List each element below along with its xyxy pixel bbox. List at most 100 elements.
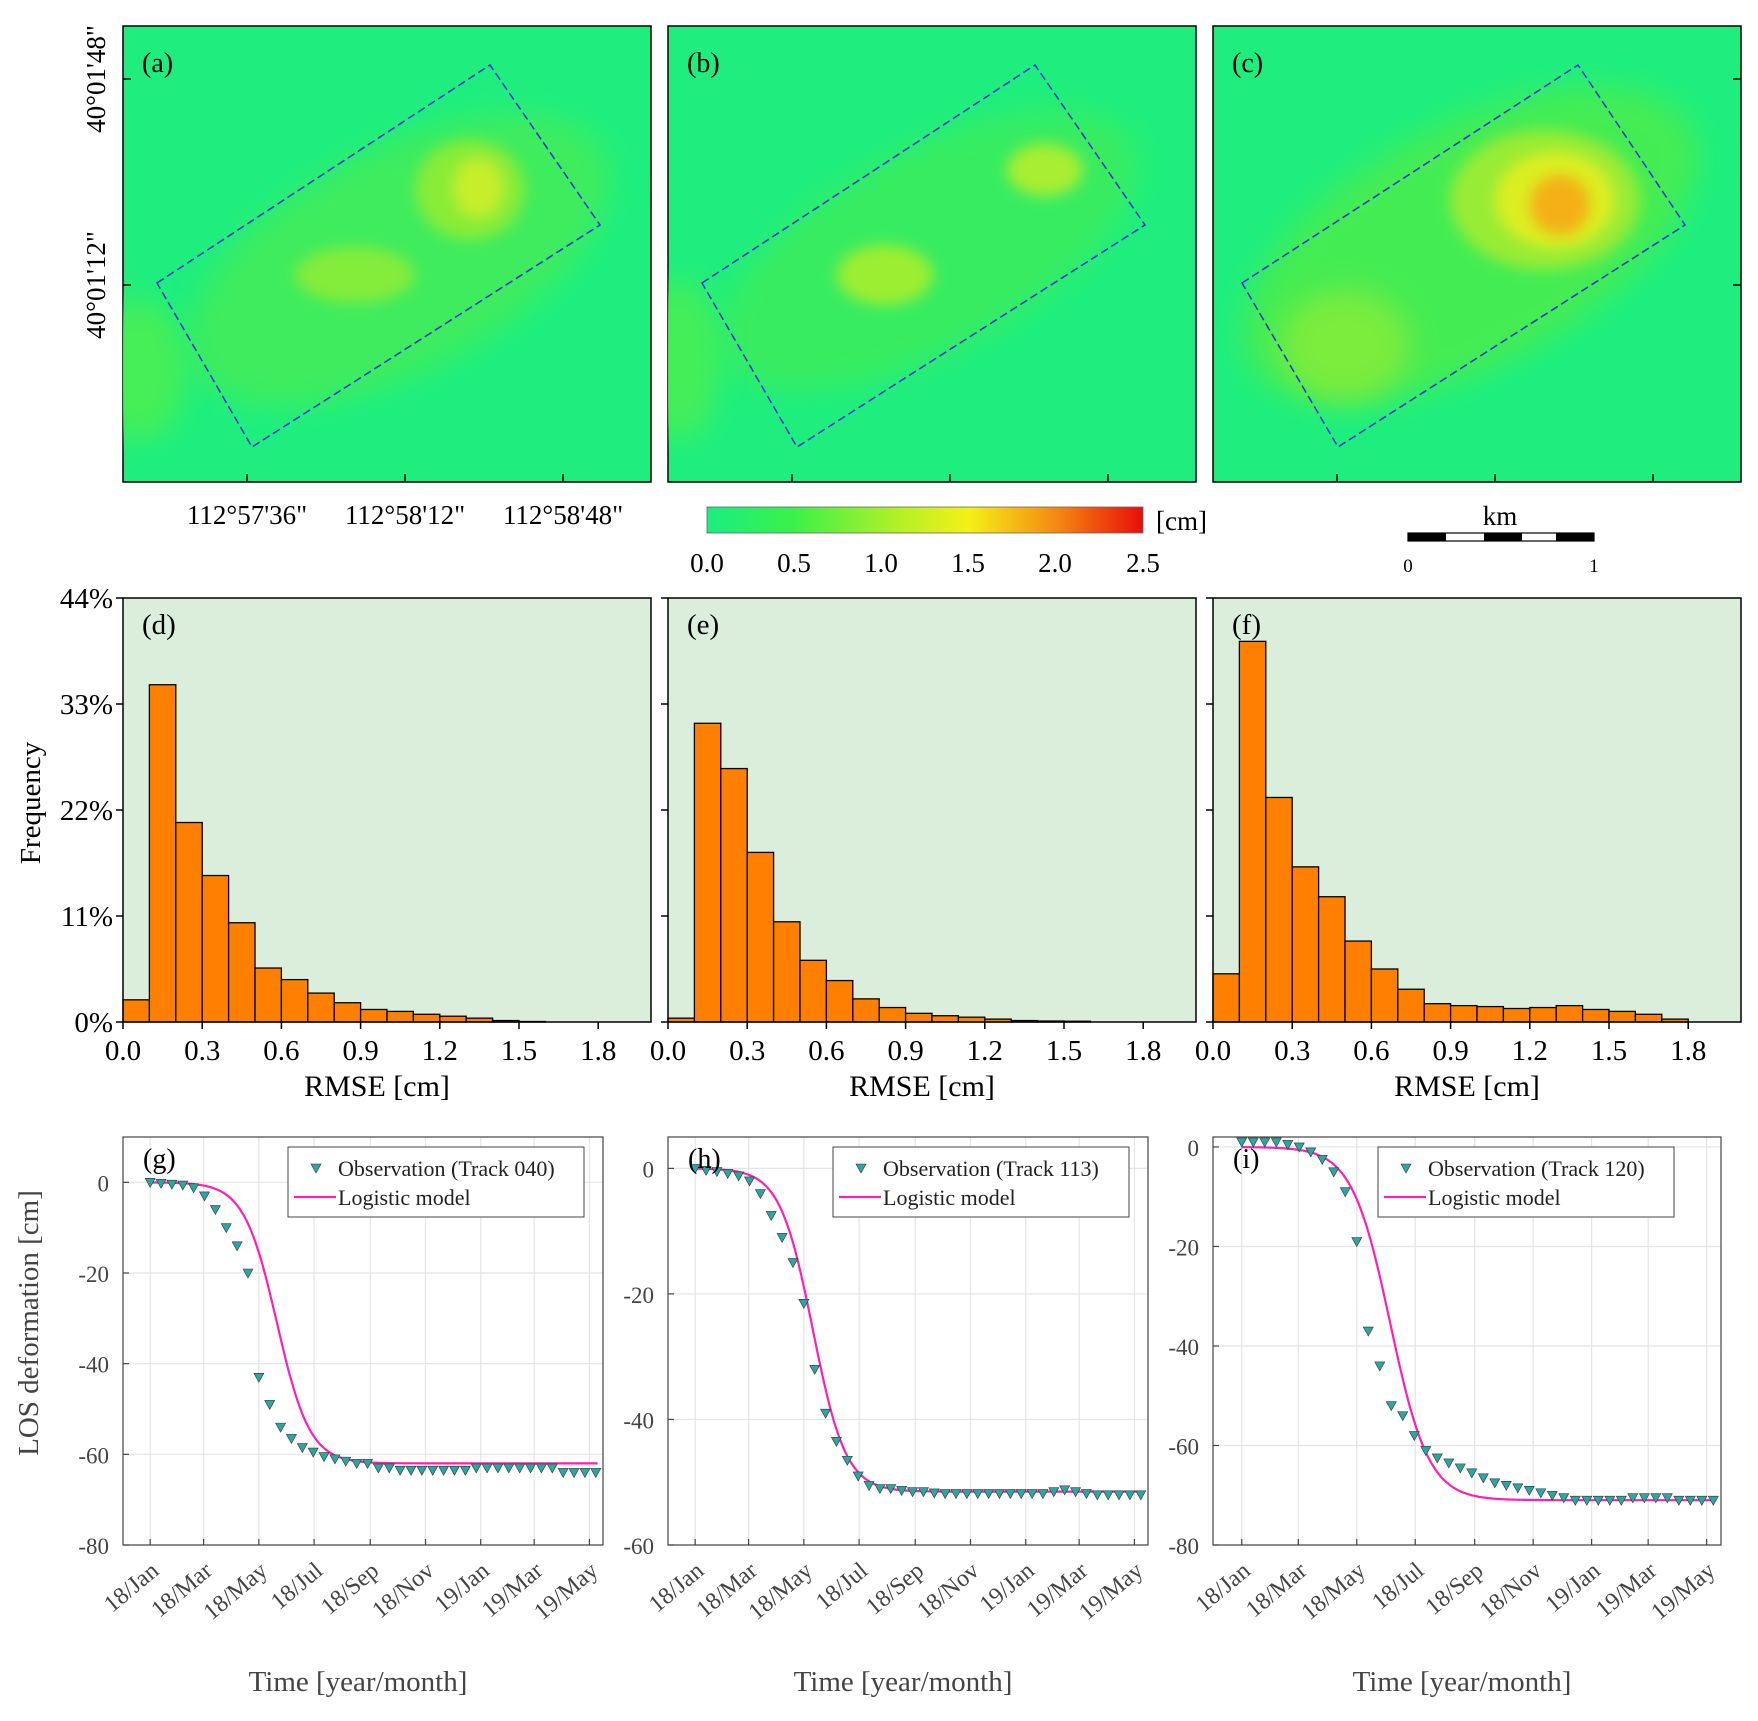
observation-marker [972,1489,984,1500]
observation-marker [459,1465,471,1476]
observation-marker [557,1468,569,1479]
histogram-bar [1238,640,1267,1023]
histogram-bar [1317,896,1346,1023]
histogram-bar [1344,940,1373,1023]
histogram-bar [280,978,309,1023]
x-tick-label: 0.3 [729,1035,765,1067]
histogram-bar [1449,1004,1478,1023]
panel-label: (c) [1232,48,1263,79]
observation-marker [209,1205,221,1216]
observation-marker [1124,1490,1136,1501]
observation-marker [1489,1478,1501,1489]
y-tick-label: -20 [1168,1235,1199,1260]
colorbar-tick-label: 2.0 [1038,548,1072,578]
scale-bar-tick-label: 1 [1589,556,1599,577]
observation-marker [1059,1485,1071,1496]
observation-marker [1661,1493,1673,1504]
histogram-bar [201,874,230,1023]
timeseries-panel-h: 0-20-40-6018/Jan18/Mar18/May18/Jul18/Sep… [623,1136,1149,1698]
observation-marker [362,1459,374,1470]
observation-marker [1569,1495,1581,1506]
panel-label: (a) [142,48,173,79]
histogram-panel-e: 0.0 0.3 0.6 0.9 1.2 1.5 1.8 RMSE [cm] (e) [650,597,1197,1103]
x-tick-label: 1.8 [1125,1035,1161,1067]
observation-marker [1535,1488,1547,1499]
y-tick-label: 0% [74,1007,113,1039]
x-tick-label: 0.6 [808,1035,844,1067]
observation-marker [722,1169,734,1180]
observation-marker [1581,1495,1593,1506]
observation-marker [394,1465,406,1476]
lon-tick-label: 112°58'48" [503,500,623,530]
colorbar-tick-label: 0.0 [690,548,724,578]
observation-marker [1048,1487,1060,1498]
scale-bar-tick-label: 0 [1403,556,1413,577]
panel-label: (i) [1233,1144,1259,1175]
x-tick-label: 18/May [744,1558,818,1626]
observation-marker [1102,1490,1114,1501]
observation-marker [1638,1493,1650,1504]
observation-marker [1592,1495,1604,1506]
histogram-bar [1397,988,1425,1023]
x-tick-label: 1.2 [967,1035,1003,1067]
hist-ylabel: Frequency [15,741,47,864]
legend-box [1377,1146,1675,1218]
observation-marker [144,1178,156,1188]
observation-marker [1037,1489,1049,1500]
scale-bar-unit: km [1483,501,1518,531]
legend-model-label: Logistic model [338,1185,471,1210]
observation-marker [535,1463,547,1474]
lon-tick-label: 112°58'12" [345,500,465,530]
histogram-bar [852,998,880,1023]
observation-marker [242,1268,254,1279]
observation-marker [1259,1137,1271,1148]
x-axis-label: RMSE [cm] [849,1070,995,1103]
x-tick-label: 0.0 [1195,1035,1231,1067]
observation-marker [1431,1453,1443,1464]
observation-marker [1374,1361,1386,1372]
observation-marker [492,1463,504,1474]
observation-marker [983,1489,995,1500]
observation-marker [1305,1147,1317,1158]
observation-marker [1673,1495,1685,1506]
x-axis-label: Time [year/month] [1353,1666,1572,1698]
lon-tick-label: 112°57'36" [187,500,307,530]
colorbar-tick-label: 2.5 [1126,548,1160,578]
histogram-bar [412,1013,441,1023]
histogram-bar [1529,1006,1557,1023]
mining-area-box [155,63,602,449]
x-axis-label: RMSE [cm] [304,1070,450,1103]
observation-marker [1070,1487,1082,1498]
observation-marker [1604,1495,1616,1506]
observation-marker [787,1258,799,1269]
histogram-bar [1423,1003,1452,1023]
observation-marker [590,1468,602,1479]
x-tick-label: 0.6 [1353,1035,1389,1067]
y-tick-label: 0 [1188,1136,1200,1161]
observation-marker [1707,1495,1719,1506]
histogram-bar [333,1002,362,1023]
observation-marker [438,1465,450,1476]
observation-marker [1316,1155,1328,1166]
y-tick-label: 44% [60,583,113,615]
observation-marker [743,1176,756,1187]
x-tick-label: 18/May [199,1558,273,1626]
observation-marker [1236,1137,1248,1148]
x-tick-label: 0.3 [184,1035,220,1067]
observation-marker [1091,1490,1103,1501]
observation-marker [733,1171,745,1182]
histogram-bar [307,992,335,1023]
observation-marker [1650,1493,1662,1504]
y-tick-label: 0 [643,1157,655,1182]
observation-marker [188,1183,200,1194]
observation-marker [1270,1137,1282,1148]
observation-marker [285,1434,297,1445]
observation-marker [1408,1431,1420,1442]
x-tick-label: 0.0 [650,1035,686,1067]
observation-marker [1328,1167,1340,1178]
x-tick-label: 19/May [1647,1558,1721,1626]
histogram-bar [904,1012,933,1023]
y-tick-label: -60 [78,1443,109,1468]
y-tick-label: -20 [78,1262,109,1287]
